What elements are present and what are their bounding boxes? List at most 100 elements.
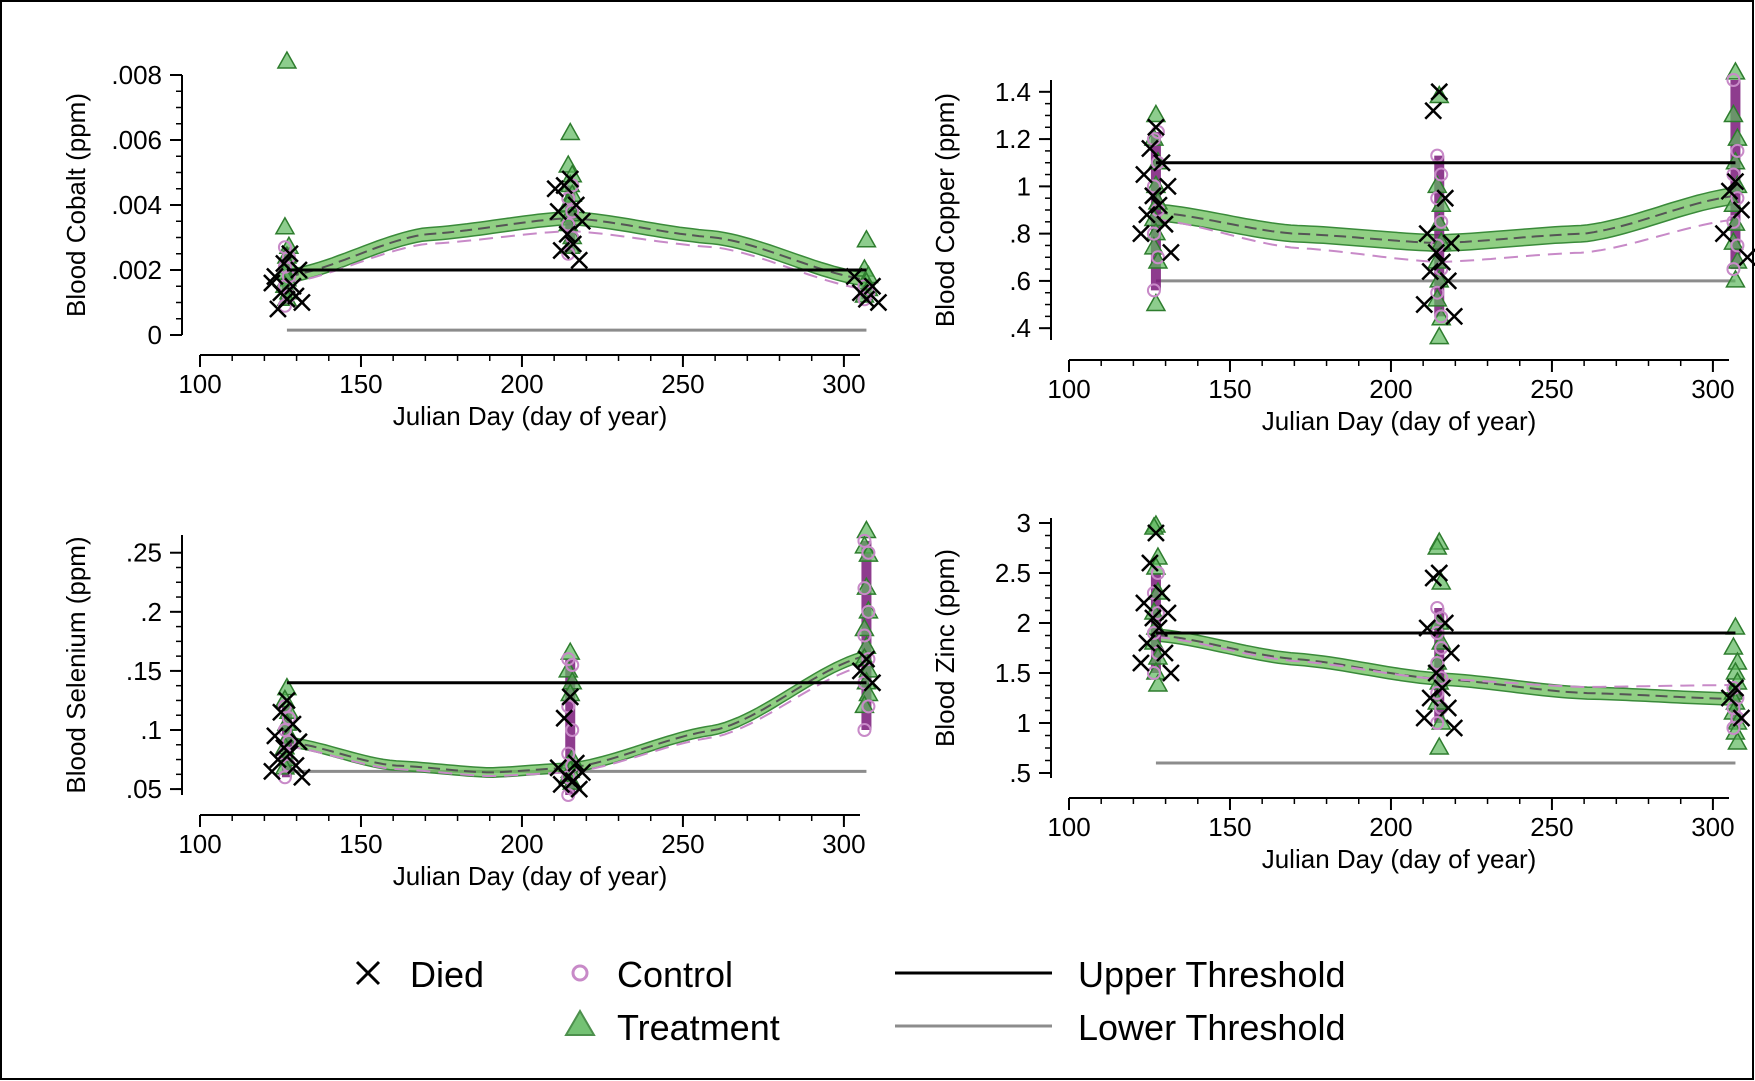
treatment-point xyxy=(559,121,581,141)
died-point xyxy=(1720,689,1739,707)
control-point xyxy=(565,658,580,672)
died-point xyxy=(1135,594,1153,612)
died-point xyxy=(1720,182,1739,200)
y-tick-label: .05 xyxy=(126,774,162,804)
legend-treatment-marker xyxy=(564,1009,596,1036)
died-point xyxy=(1162,243,1180,262)
died-point xyxy=(1421,689,1440,707)
legend-died-marker xyxy=(355,960,381,986)
control-dense-column xyxy=(1150,132,1161,291)
control-point xyxy=(1146,586,1161,600)
died-point xyxy=(287,756,305,775)
died-point xyxy=(1445,307,1464,326)
control-dense-column xyxy=(1730,80,1741,270)
treatment-point xyxy=(1145,103,1167,123)
died-point xyxy=(1714,224,1733,243)
died-point xyxy=(1433,679,1452,697)
x-tick-label: 300 xyxy=(822,829,865,859)
died-point xyxy=(1738,248,1755,267)
control-point xyxy=(1434,214,1449,229)
y-tick-label: 1 xyxy=(1017,708,1031,738)
died-point xyxy=(1418,224,1437,243)
y-tick-label: .2 xyxy=(140,597,162,627)
legend-control-label: Control xyxy=(617,954,733,995)
control-point xyxy=(857,628,872,643)
died-point xyxy=(567,196,586,214)
died-point xyxy=(1439,272,1458,290)
legend-upper: Upper Threshold xyxy=(895,954,1346,995)
control-point xyxy=(281,734,296,749)
died-point xyxy=(263,762,281,781)
died-point xyxy=(1138,634,1156,652)
died-point xyxy=(1141,139,1159,158)
x-axis-title: Julian Day (day of year) xyxy=(393,401,668,431)
died-point xyxy=(1415,295,1434,314)
died-point xyxy=(281,744,299,763)
treatment-point xyxy=(1428,736,1450,755)
y-axis-title: Blood Zinc (ppm) xyxy=(930,549,960,747)
died-point xyxy=(1147,524,1165,542)
died-point xyxy=(1153,584,1171,602)
x-tick-label: 300 xyxy=(1691,812,1734,842)
control-point xyxy=(1726,262,1741,277)
died-point xyxy=(284,715,302,733)
died-point xyxy=(1415,709,1434,727)
died-point xyxy=(1162,664,1180,682)
treatment-point xyxy=(1145,293,1167,312)
died-point xyxy=(1144,186,1162,205)
died-point xyxy=(1156,644,1174,662)
treatment-point xyxy=(856,519,877,539)
x-axis-title: Julian Day (day of year) xyxy=(393,861,668,891)
y-tick-label: .4 xyxy=(1009,313,1031,343)
x-tick-label: 250 xyxy=(1530,812,1573,842)
y-tick-label: .006 xyxy=(111,125,162,155)
died-point xyxy=(1726,172,1745,191)
control-point xyxy=(1434,671,1449,685)
treatment-point xyxy=(854,694,875,714)
died-point xyxy=(1430,82,1449,101)
y-tick-label: 2 xyxy=(1017,608,1031,638)
died-point xyxy=(1150,196,1168,215)
panel-selenium: .05 .1 .15 .2 .25 100 150 200 250 300 Julian Day (… xyxy=(61,519,882,891)
died-point xyxy=(857,650,876,668)
died-point xyxy=(281,244,299,263)
died-point xyxy=(546,179,565,198)
control-point xyxy=(277,723,292,737)
control-point xyxy=(1726,721,1741,735)
control-point xyxy=(857,279,872,294)
treatment-point xyxy=(1723,103,1744,123)
control-point xyxy=(861,545,876,560)
y-tick-label: .1 xyxy=(140,715,162,745)
control-point xyxy=(861,604,876,619)
died-point xyxy=(1147,118,1165,137)
died-point xyxy=(561,688,580,706)
treatment-point xyxy=(1428,85,1450,104)
x-tick-label: 250 xyxy=(1530,374,1573,404)
died-point xyxy=(1132,224,1150,243)
control-point xyxy=(857,581,872,596)
died-point xyxy=(290,732,308,751)
control-point xyxy=(1430,686,1445,700)
control-point xyxy=(1430,656,1445,670)
control-point xyxy=(565,723,580,737)
x-tick-label: 100 xyxy=(178,829,221,859)
x-tick-label: 300 xyxy=(1691,374,1734,404)
y-tick-label: 1 xyxy=(1017,171,1031,201)
control-point xyxy=(277,240,292,255)
control-point xyxy=(1150,250,1165,265)
control-point xyxy=(1146,226,1161,241)
died-point xyxy=(851,283,870,302)
control-point xyxy=(1726,73,1741,87)
died-point xyxy=(863,673,882,692)
died-point xyxy=(1732,201,1751,219)
control-point xyxy=(561,191,576,206)
control-point xyxy=(1430,285,1445,300)
died-point xyxy=(1421,262,1440,281)
died-point xyxy=(1138,205,1156,224)
legend-died-label: Died xyxy=(410,954,484,995)
x-tick-label: 100 xyxy=(1047,374,1090,404)
control-point xyxy=(1146,283,1161,298)
died-point xyxy=(293,293,311,312)
died-point xyxy=(1141,554,1159,572)
